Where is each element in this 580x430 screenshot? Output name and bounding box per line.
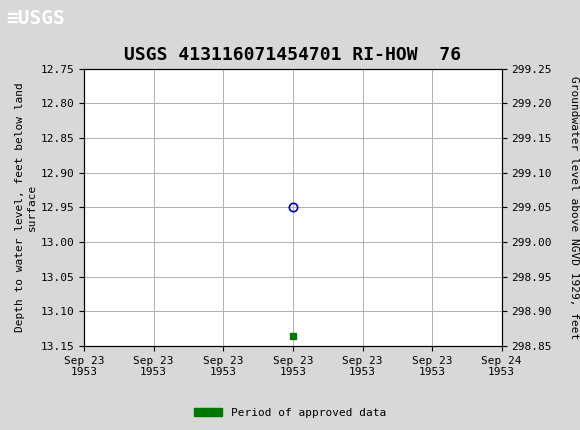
- Title: USGS 413116071454701 RI-HOW  76: USGS 413116071454701 RI-HOW 76: [124, 46, 462, 64]
- Y-axis label: Groundwater level above NGVD 1929, feet: Groundwater level above NGVD 1929, feet: [568, 76, 579, 339]
- Legend: Period of approved data: Period of approved data: [190, 403, 390, 422]
- Y-axis label: Depth to water level, feet below land
surface: Depth to water level, feet below land su…: [15, 83, 37, 332]
- Text: ≡USGS: ≡USGS: [6, 9, 64, 28]
